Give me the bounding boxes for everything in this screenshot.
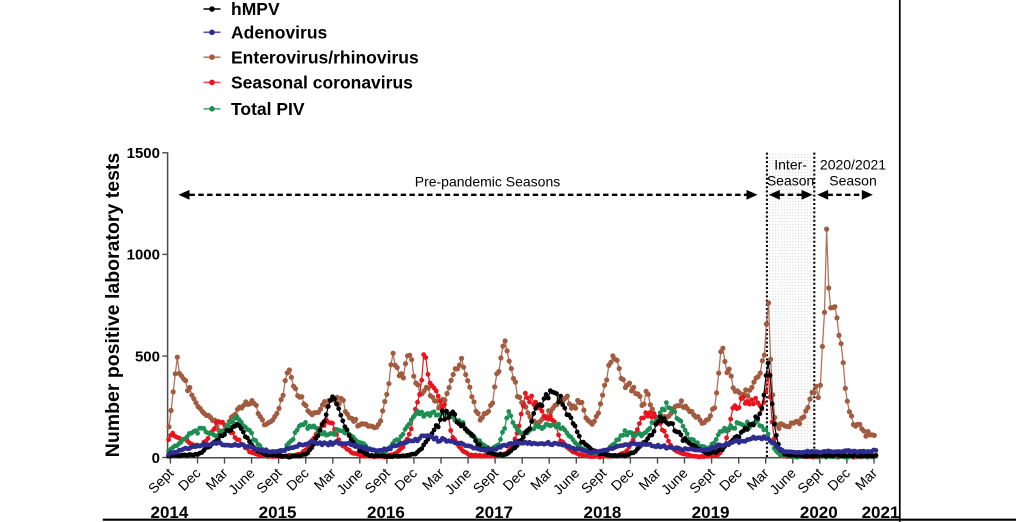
svg-text:hMPV: hMPV	[231, 0, 280, 19]
svg-text:0: 0	[152, 450, 160, 467]
svg-text:Season: Season	[829, 173, 876, 189]
svg-text:Pre-pandemic Seasons: Pre-pandemic Seasons	[415, 174, 561, 190]
svg-text:2017: 2017	[475, 503, 513, 522]
svg-text:Adenovirus: Adenovirus	[231, 23, 328, 43]
svg-text:Seasonal coronavirus: Seasonal coronavirus	[231, 73, 413, 93]
svg-text:500: 500	[135, 348, 160, 365]
svg-text:2016: 2016	[367, 503, 405, 522]
svg-text:Inter-: Inter-	[774, 157, 807, 173]
svg-text:2021: 2021	[862, 503, 900, 522]
svg-text:Total PIV: Total PIV	[231, 99, 305, 119]
svg-text:Enterovirus/rhinovirus: Enterovirus/rhinovirus	[231, 47, 419, 67]
svg-text:2020: 2020	[800, 503, 838, 522]
svg-text:Number positive laboratory tes: Number positive laboratory tests	[102, 153, 124, 458]
svg-text:2014: 2014	[150, 503, 188, 522]
svg-text:2020/2021: 2020/2021	[820, 157, 886, 173]
svg-text:2019: 2019	[692, 503, 730, 522]
svg-text:1000: 1000	[127, 247, 160, 264]
svg-text:2018: 2018	[583, 503, 621, 522]
svg-text:Season: Season	[767, 173, 814, 189]
svg-text:1500: 1500	[127, 145, 160, 162]
svg-text:2015: 2015	[259, 503, 297, 522]
